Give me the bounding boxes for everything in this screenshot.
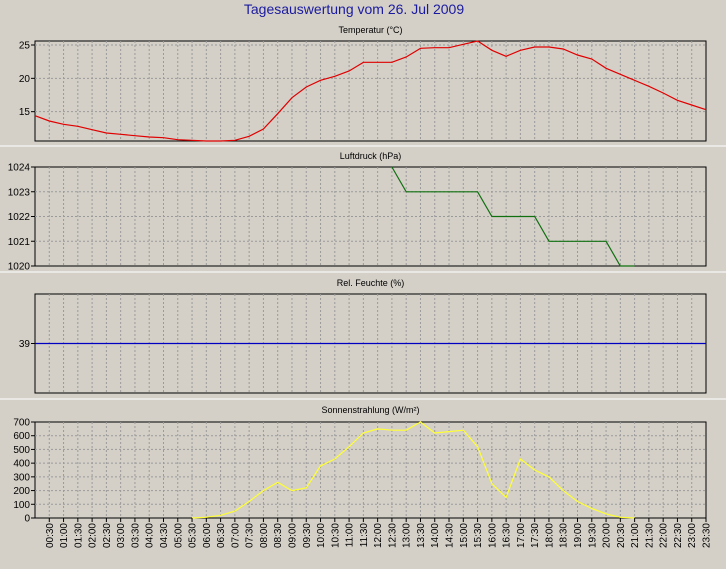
pressure-y-tick-label: 1021 (8, 237, 31, 248)
x-tick-label: 22:30 (673, 523, 684, 548)
x-tick-label: 17:30 (530, 523, 541, 548)
radiation-y-tick-label: 100 (13, 500, 30, 511)
temperature-plot-area (34, 40, 707, 142)
x-tick-label: 05:30 (188, 523, 199, 548)
temperature-y-tick-label: 15 (19, 107, 31, 118)
x-tick-label: 18:30 (559, 523, 570, 548)
x-tick-label: 16:00 (487, 523, 498, 548)
x-tick-label: 16:30 (502, 523, 513, 548)
x-tick-label: 04:30 (159, 523, 170, 548)
x-tick-label: 05:00 (173, 523, 184, 548)
x-tick-label: 03:30 (130, 523, 141, 548)
x-tick-label: 19:00 (573, 523, 584, 548)
humidity-chart-title: Rel. Feuchte (%) (337, 278, 405, 288)
radiation-y-tick-label: 0 (24, 514, 30, 525)
x-tick-label: 19:30 (587, 523, 598, 548)
x-tick-label: 06:00 (202, 523, 213, 548)
pressure-y-tick-label: 1022 (8, 212, 31, 223)
x-tick-label: 20:00 (602, 523, 613, 548)
x-tick-label: 01:30 (73, 523, 84, 548)
temperature-chart: Temperatur (°C) 15 20 25 (19, 25, 707, 142)
x-tick-label: 12:00 (373, 523, 384, 548)
x-tick-label: 09:30 (302, 523, 313, 548)
x-tick-label: 07:30 (245, 523, 256, 548)
humidity-chart: Rel. Feuchte (%) 39 (19, 278, 707, 394)
pressure-y-tick-label: 1020 (8, 262, 31, 273)
x-tick-label: 10:30 (330, 523, 341, 548)
x-tick-label: 06:30 (216, 523, 227, 548)
x-tick-label: 21:00 (630, 523, 641, 548)
x-tick-label: 11:30 (359, 523, 370, 548)
x-tick-label: 22:00 (659, 523, 670, 548)
x-tick-label: 07:00 (230, 523, 241, 548)
x-tick-label: 02:30 (102, 523, 113, 548)
x-tick-label: 15:00 (459, 523, 470, 548)
x-tick-label: 08:00 (259, 523, 270, 548)
x-tick-label: 09:00 (288, 523, 299, 548)
humidity-y-tick-label: 39 (19, 339, 31, 350)
x-tick-label: 23:30 (702, 523, 713, 548)
pressure-y-tick-label: 1023 (8, 187, 31, 198)
radiation-plot-area (34, 421, 707, 519)
temperature-y-tick-label: 25 (19, 41, 31, 52)
x-tick-label: 03:00 (116, 523, 127, 548)
page-title: Tagesauswertung vom 26. Jul 2009 (244, 1, 464, 17)
x-tick-label: 21:30 (644, 523, 655, 548)
x-tick-label: 14:00 (430, 523, 441, 548)
radiation-y-tick-label: 600 (13, 431, 30, 442)
temperature-series-line (34, 40, 707, 142)
radiation-y-tick-label: 500 (13, 445, 30, 456)
x-tick-label: 10:00 (316, 523, 327, 548)
x-tick-label: 15:30 (473, 523, 484, 548)
x-tick-label: 02:00 (88, 523, 99, 548)
x-tick-label: 23:00 (687, 523, 698, 548)
radiation-chart-title: Sonnenstrahlung (W/m²) (321, 405, 419, 415)
x-tick-label: 00:30 (45, 523, 56, 548)
x-tick-label: 08:30 (273, 523, 284, 548)
pressure-series-line (391, 166, 635, 267)
x-tick-label: 13:00 (402, 523, 413, 548)
x-tick-label: 20:30 (616, 523, 627, 548)
x-tick-label: 04:00 (145, 523, 156, 548)
x-tick-label: 18:00 (545, 523, 556, 548)
x-tick-label: 14:30 (445, 523, 456, 548)
radiation-series-line (191, 421, 635, 519)
temperature-chart-title: Temperatur (°C) (338, 25, 402, 35)
radiation-y-tick-label: 700 (13, 418, 30, 429)
radiation-chart: Sonnenstrahlung (W/m²) 0 100 200 300 400 500 60… (13, 405, 707, 525)
radiation-y-tick-label: 300 (13, 472, 30, 483)
pressure-y-tick-label: 1024 (8, 163, 31, 174)
pressure-chart: Luftdruck (hPa) 1020 1021 1022 1023 1024 (8, 151, 707, 273)
radiation-y-tick-label: 200 (13, 486, 30, 497)
pressure-plot-area (34, 166, 707, 267)
x-tick-label: 12:30 (387, 523, 398, 548)
x-tick-label: 13:30 (416, 523, 427, 548)
pressure-chart-title: Luftdruck (hPa) (340, 151, 402, 161)
x-tick-label: 17:00 (516, 523, 527, 548)
temperature-y-tick-label: 20 (19, 74, 31, 85)
x-tick-label: 11:00 (345, 523, 356, 548)
x-tick-label: 01:00 (59, 523, 70, 548)
radiation-y-tick-label: 400 (13, 459, 30, 470)
